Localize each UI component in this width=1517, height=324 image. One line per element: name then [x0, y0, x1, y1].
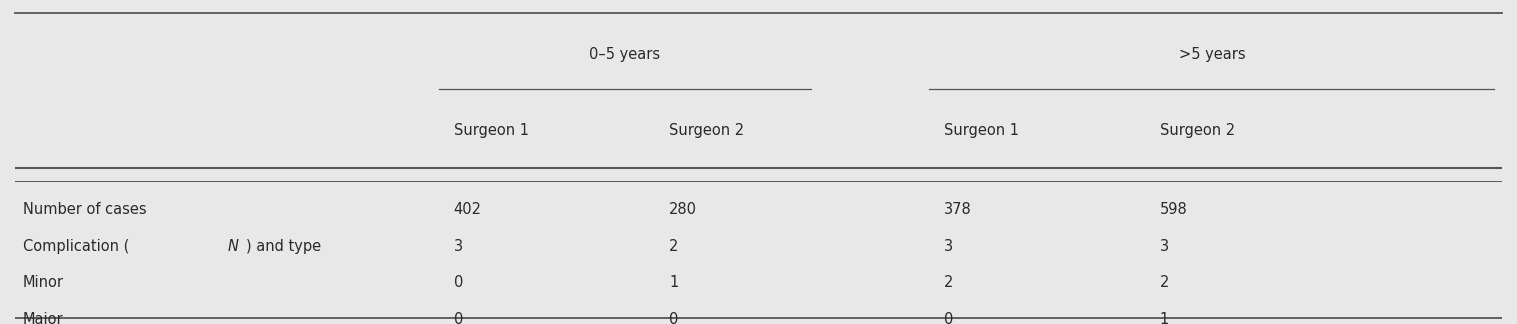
Text: 1: 1 — [669, 275, 678, 290]
Text: 3: 3 — [454, 239, 463, 254]
Text: 0: 0 — [454, 275, 463, 290]
Text: 2: 2 — [669, 239, 678, 254]
Text: Surgeon 2: Surgeon 2 — [1161, 123, 1235, 138]
Text: 0–5 years: 0–5 years — [589, 47, 660, 62]
Text: Surgeon 1: Surgeon 1 — [454, 123, 529, 138]
Text: Complication (: Complication ( — [23, 239, 129, 254]
Text: Major: Major — [23, 312, 64, 324]
Text: 0: 0 — [944, 312, 954, 324]
Text: Surgeon 1: Surgeon 1 — [944, 123, 1019, 138]
Text: ) and type: ) and type — [246, 239, 320, 254]
Text: Minor: Minor — [23, 275, 64, 290]
Text: 3: 3 — [944, 239, 954, 254]
Text: 1: 1 — [1161, 312, 1170, 324]
Text: 3: 3 — [1161, 239, 1170, 254]
Text: 598: 598 — [1161, 202, 1188, 217]
Text: N: N — [228, 239, 238, 254]
Text: 280: 280 — [669, 202, 698, 217]
Text: 0: 0 — [669, 312, 678, 324]
Text: 0: 0 — [454, 312, 463, 324]
Text: 2: 2 — [1161, 275, 1170, 290]
Text: Surgeon 2: Surgeon 2 — [669, 123, 745, 138]
Text: 2: 2 — [944, 275, 954, 290]
Text: 402: 402 — [454, 202, 482, 217]
Text: Number of cases: Number of cases — [23, 202, 146, 217]
Text: 378: 378 — [944, 202, 972, 217]
Text: >5 years: >5 years — [1179, 47, 1245, 62]
